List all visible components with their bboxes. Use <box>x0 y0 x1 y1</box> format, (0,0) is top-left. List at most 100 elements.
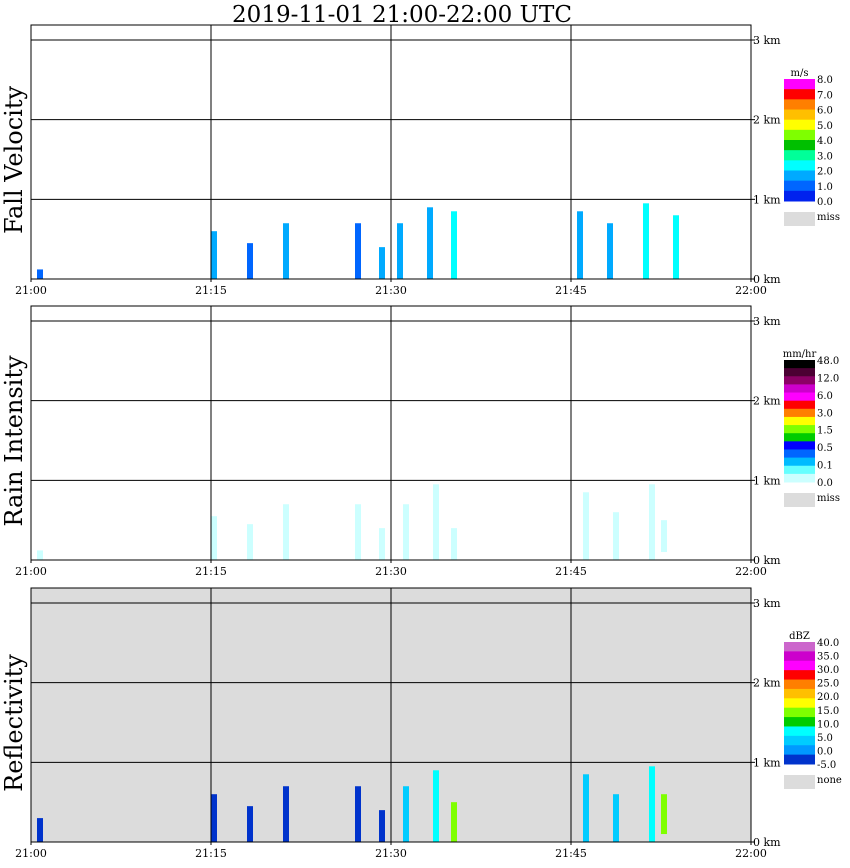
colorbar-swatch <box>784 441 815 450</box>
colorbar-swatch <box>784 679 815 690</box>
echo-column <box>247 243 253 279</box>
colorbar-swatch <box>784 360 815 369</box>
x-tick-label: 21:00 <box>15 284 47 297</box>
colorbar-swatch <box>784 433 815 442</box>
panel-fall-velocity: 21:00 21:15 21:30 21:45 22:000 km 1 km 2 km 3 k… <box>0 24 840 297</box>
y-tick-label: 1 km <box>753 474 781 487</box>
colorbar-label: 6.0 <box>817 391 833 402</box>
y-tick-label: 2 km <box>753 395 781 408</box>
colorbar-swatch <box>784 150 815 161</box>
colorbar-swatch <box>784 465 815 475</box>
echo-column <box>211 516 217 560</box>
colorbar-swatch <box>784 170 815 182</box>
x-tick-label: 21:30 <box>375 565 407 578</box>
echo-column <box>613 512 619 560</box>
colorbar-label: 2.0 <box>817 167 833 178</box>
colorbar-missing-swatch <box>784 775 815 789</box>
colorbar-label: 1.5 <box>817 426 833 437</box>
echo-column <box>283 786 289 842</box>
echo-column <box>355 223 361 279</box>
colorbar-swatch <box>784 473 815 483</box>
colorbar-swatch <box>784 651 815 662</box>
colorbar-label: 0.0 <box>817 746 833 757</box>
colorbar-label: 35.0 <box>817 652 839 663</box>
echo-column <box>451 528 457 560</box>
colorbar-label: 6.0 <box>817 106 833 117</box>
x-tick-label: 21:45 <box>555 284 587 297</box>
echo-column <box>613 794 619 842</box>
colorbar-swatch <box>784 384 815 394</box>
colorbar-swatch <box>784 735 815 746</box>
colorbar-label: 20.0 <box>817 692 839 703</box>
echo-column <box>583 492 589 560</box>
colorbar-label: 3.0 <box>817 151 833 162</box>
echo-column <box>379 810 385 842</box>
x-tick-label: 21:30 <box>375 284 407 297</box>
echo-column <box>451 211 457 279</box>
colorbar-label: 30.0 <box>817 665 839 676</box>
colorbar-swatch <box>784 190 815 202</box>
colorbar-swatch <box>784 726 815 737</box>
echo-column <box>211 794 217 842</box>
colorbar-label: 0.0 <box>817 478 833 489</box>
colorbar-swatch <box>784 457 815 467</box>
echo-column <box>283 504 289 560</box>
colorbar-swatch <box>784 688 815 699</box>
colorbar-swatch <box>784 109 815 121</box>
echo-column <box>607 223 613 279</box>
echo-column <box>37 269 43 279</box>
colorbar-label: 0.1 <box>817 461 833 472</box>
y-tick-label: 0 km <box>753 554 781 567</box>
colorbar-swatch <box>784 670 815 681</box>
y-tick-label: 3 km <box>753 597 781 610</box>
echo-column <box>649 766 655 842</box>
x-tick-label: 22:00 <box>735 565 767 578</box>
echo-column <box>283 223 289 279</box>
colorbar-swatch <box>784 392 815 402</box>
colorbar-missing-swatch <box>784 212 815 226</box>
colorbar-swatch <box>784 160 815 171</box>
colorbar-label: 3.0 <box>817 408 833 419</box>
colorbar-label: 5.0 <box>817 733 833 744</box>
echo-column <box>403 786 409 842</box>
colorbar-label: 48.0 <box>817 356 839 367</box>
echo-column <box>37 550 43 560</box>
colorbar-swatch <box>784 425 815 434</box>
colorbar-swatch <box>784 717 815 727</box>
colorbar-swatch <box>784 368 815 377</box>
echo-column <box>247 524 253 560</box>
y-tick-label: 2 km <box>753 114 781 127</box>
panel-rain-intensity: 21:00 21:15 21:30 21:45 22:000 km 1 km 2 km 3 k… <box>0 305 840 578</box>
colorbar-swatch <box>784 400 815 410</box>
colorbar-swatch <box>784 89 815 100</box>
x-tick-label: 21:45 <box>555 847 587 860</box>
colorbar-swatch <box>784 79 815 90</box>
y-axis-label: Fall Velocity <box>0 86 28 235</box>
y-tick-label: 2 km <box>753 677 781 690</box>
x-tick-label: 22:00 <box>735 284 767 297</box>
echo-column <box>433 484 439 560</box>
colorbar-missing-label: none <box>817 775 842 786</box>
echo-column <box>355 786 361 842</box>
echo-column <box>661 794 667 835</box>
colorbar-label: 0.5 <box>817 443 833 454</box>
colorbar-swatch <box>784 140 815 151</box>
echo-column <box>577 211 583 279</box>
colorbar-missing-swatch <box>784 493 815 507</box>
echo-column <box>661 520 667 553</box>
colorbar-swatch <box>784 707 815 718</box>
colorbar-swatch <box>784 129 815 141</box>
colorbar-swatch <box>784 99 815 110</box>
colorbar-label: 0.0 <box>817 197 833 208</box>
colorbar-label: 15.0 <box>817 706 839 717</box>
echo-column <box>37 818 43 842</box>
colorbar-swatch <box>784 408 815 418</box>
colorbar-swatch <box>784 642 815 652</box>
colorbar-swatch <box>784 376 815 385</box>
colorbar-missing-label: miss <box>817 493 840 504</box>
echo-column <box>433 770 439 842</box>
echo-column <box>451 802 457 842</box>
echo-column <box>211 231 217 279</box>
colorbar-swatch <box>784 416 815 426</box>
